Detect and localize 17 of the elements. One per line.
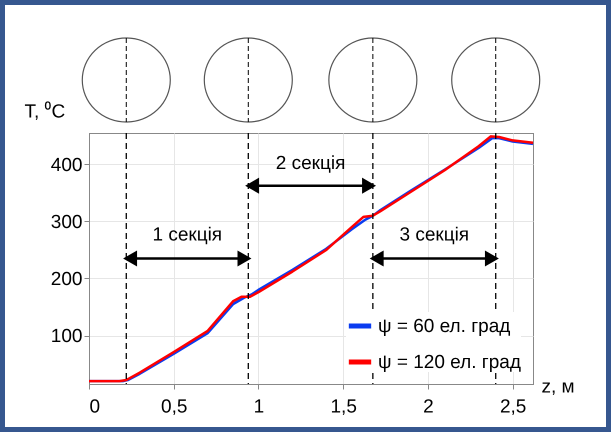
- x-tick-label: 2,5: [500, 396, 526, 418]
- x-axis-title: z, м: [542, 376, 575, 398]
- y-axis-title: T, ⁰C: [24, 100, 66, 122]
- annotation: 3 секція: [399, 224, 470, 246]
- y-tick-label: 300: [50, 212, 82, 233]
- x-tick-label: 0: [90, 396, 100, 418]
- legend-label: ψ = 60 ел. град: [378, 316, 510, 337]
- legend-label: ψ = 120 ел. град: [378, 352, 521, 373]
- x-tick-label: 1: [254, 396, 264, 418]
- x-tick-label: 0,5: [161, 396, 188, 418]
- y-tick-label: 400: [50, 154, 82, 176]
- x-tick-label: 2: [423, 396, 434, 418]
- y-tick-label: 100: [50, 326, 82, 348]
- y-tick-label: 200: [50, 268, 82, 290]
- x-tick-label: 1,5: [330, 396, 357, 418]
- annotation: 1 секція: [152, 224, 222, 246]
- annotation: 2 секція: [276, 153, 346, 174]
